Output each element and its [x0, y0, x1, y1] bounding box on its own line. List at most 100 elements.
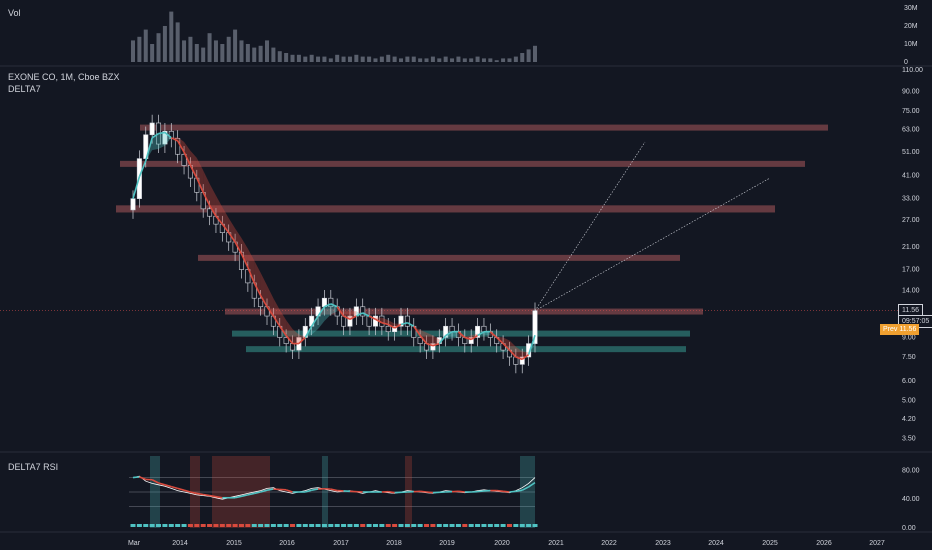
delta7-band-fill: [515, 346, 523, 360]
time-axis-label: 2019: [439, 540, 455, 547]
rsi-state-marker: [353, 524, 359, 527]
delta7-fast-line: [144, 137, 153, 162]
rsi-state-marker: [328, 524, 334, 527]
delta7-band-fill: [235, 228, 242, 254]
rsi-state-marker: [232, 524, 238, 527]
delta7-fast-line: [368, 315, 376, 321]
delta7-fast-line: [170, 137, 179, 142]
price-candle-body: [290, 343, 296, 351]
rsi-signal-line: [215, 495, 223, 499]
delta7-band-fill: [452, 331, 459, 339]
time-axis-label: Mar: [128, 540, 141, 547]
rsi-state-marker: [194, 524, 200, 527]
delta7-fast-line: [445, 331, 453, 337]
time-axis-label: 2018: [386, 540, 402, 547]
rsi-signal-line: [151, 479, 159, 484]
time-axis-label: 2022: [601, 540, 617, 547]
rsi-state-marker: [162, 524, 168, 527]
volume-bar: [379, 56, 384, 62]
price-candle-body: [449, 325, 455, 333]
rsi-signal-line: [521, 486, 529, 491]
volume-bar: [226, 36, 231, 62]
price-candle-body: [162, 130, 168, 145]
delta7-fast-line: [438, 335, 447, 345]
delta7-fast-line: [343, 315, 351, 321]
price-candle-body: [519, 356, 525, 365]
delta7-fast-line: [234, 241, 243, 255]
rsi-state-marker: [443, 524, 449, 527]
rsi-state-marker: [238, 524, 244, 527]
delta7-fast-line: [266, 306, 275, 317]
volume-bar: [296, 54, 301, 62]
delta7-band-fill: [420, 329, 427, 344]
volume-bar: [182, 40, 187, 62]
delta7-fast-line: [426, 342, 434, 347]
price-candle-body: [481, 325, 487, 333]
delta7-fast-line: [304, 325, 313, 338]
rsi-highlight-column: [520, 456, 535, 528]
rsi-state-marker: [494, 524, 500, 527]
time-axis-label: 2023: [655, 540, 671, 547]
delta7-fast-line: [215, 215, 223, 225]
delta7-fast-line: [221, 223, 230, 234]
delta7-fast-line: [208, 204, 217, 217]
delta7-band-fill: [203, 170, 210, 206]
rsi-signal-line: [458, 490, 465, 493]
volume-bar: [239, 40, 244, 62]
volume-bar: [392, 56, 397, 62]
delta7-fast-line: [310, 315, 319, 327]
volume-bar: [481, 58, 486, 62]
price-zone-band: [198, 254, 680, 261]
rsi-state-marker: [213, 524, 219, 527]
volume-bar: [213, 40, 218, 62]
delta7-fast-line: [362, 312, 370, 317]
delta7-fast-line: [375, 318, 383, 324]
price-tick-label: 5.00: [902, 397, 916, 404]
rsi-signal-line: [247, 492, 255, 496]
rsi-pane-label: DELTA7 RSI: [8, 462, 59, 472]
rsi-signal-line: [260, 489, 268, 493]
delta7-fast-line: [240, 253, 249, 268]
price-candle-body: [149, 122, 155, 136]
rsi-signal-line: [183, 489, 191, 493]
volume-bar: [399, 58, 403, 62]
delta7-fast-line: [419, 335, 428, 345]
delta7-fast-line: [259, 295, 268, 308]
price-candle-body: [130, 198, 136, 211]
rsi-tick-label: 40.00: [902, 496, 920, 503]
rsi-signal-line: [196, 492, 204, 496]
projection-line-shallow: [534, 177, 771, 312]
delta7-fast-line: [496, 336, 504, 345]
volume-bar: [373, 58, 378, 62]
volume-bar: [520, 53, 525, 62]
rsi-state-marker: [302, 524, 308, 527]
rsi-state-marker: [290, 524, 296, 527]
volume-bar: [277, 51, 282, 62]
volume-bar: [169, 11, 174, 63]
delta7-band-fill: [324, 303, 331, 322]
volume-bar: [367, 56, 372, 62]
price-candle-body: [430, 343, 436, 351]
delta7-band-fill: [222, 207, 229, 233]
time-axis-label: 2027: [869, 540, 885, 547]
volume-bar: [450, 58, 455, 62]
rsi-state-marker: [436, 524, 442, 527]
delta7-fast-line: [349, 315, 357, 321]
rsi-signal-line: [477, 490, 485, 493]
volume-bar: [284, 53, 289, 62]
rsi-state-marker: [487, 524, 493, 527]
rsi-state-marker: [500, 524, 506, 527]
price-candle-body: [360, 306, 366, 317]
indicator-label: DELTA7: [8, 84, 41, 94]
rsi-signal-line: [164, 484, 172, 488]
rsi-state-marker: [411, 524, 417, 527]
rsi-state-marker: [519, 524, 525, 527]
price-tick-label: 3.50: [902, 435, 916, 442]
price-tick-label: 17.00: [902, 267, 920, 274]
price-tick-label: 90.00: [902, 88, 920, 95]
volume-bar: [494, 60, 499, 62]
rsi-state-marker: [379, 524, 385, 527]
rsi-state-marker: [315, 524, 321, 527]
delta7-fast-line: [400, 321, 408, 326]
delta7-fast-line: [394, 323, 402, 329]
